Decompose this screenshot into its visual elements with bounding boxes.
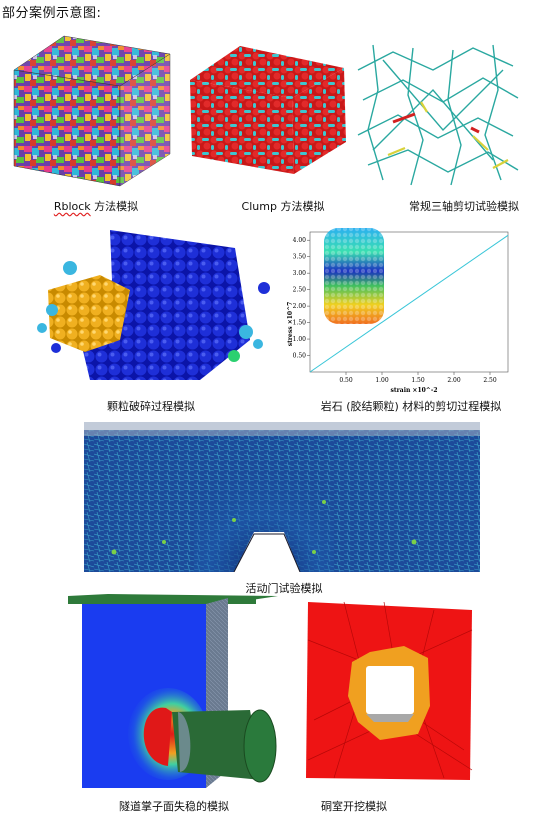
x-tick-label: 0.50 <box>339 377 353 384</box>
rock-shear-chart: 0.50 1.00 1.50 2.00 2.50 0.50 1.00 1.50 2.00 2.50… <box>282 226 512 396</box>
rblock-figure <box>4 26 176 188</box>
caption-triaxial: 常规三轴剪切试验模拟 <box>409 200 519 213</box>
x-axis-label: strain ×10^-2 <box>391 387 438 394</box>
page-heading: 部分案例示意图: <box>2 6 102 21</box>
stress-strain-chart: 0.50 1.00 1.50 2.00 2.50 0.50 1.00 1.50 2.00 2.50… <box>287 228 509 394</box>
y-tick-label: 0.50 <box>293 353 307 360</box>
caption-crushing: 颗粒破碎过程模拟 <box>107 400 195 413</box>
x-tick-label: 1.50 <box>411 377 425 384</box>
caption-trapdoor: 活动门试验模拟 <box>245 582 323 595</box>
y-tick-label: 2.50 <box>293 287 307 294</box>
caption-tunnel-face: 隧道掌子面失稳的模拟 <box>119 800 229 813</box>
plot-frame <box>309 231 509 373</box>
caption-rock-shear: 岩石 (胶结颗粒) 材料的剪切过程模拟 <box>320 400 502 413</box>
series-line <box>309 234 509 373</box>
y-axis-label: stress ×10^7 <box>287 302 294 347</box>
y-tick-label: 4.00 <box>293 237 307 244</box>
y-tick-label: 1.00 <box>293 336 307 343</box>
x-tick-label: 2.00 <box>447 377 461 384</box>
x-tick-label: 1.00 <box>375 377 389 384</box>
trapdoor-figure <box>84 422 480 572</box>
x-tick-label: 2.50 <box>483 377 497 384</box>
chamber-figure <box>304 600 476 784</box>
y-tick-label: 2.00 <box>293 303 307 310</box>
tunnel-lining <box>172 709 277 783</box>
tunnel-face-figure <box>68 594 290 792</box>
caption-clump: Clump 方法模拟 <box>241 200 325 213</box>
caption-rblock: Rblock 方法模拟 <box>53 200 139 213</box>
y-tick-label: 3.50 <box>293 254 307 261</box>
y-tick-label: 3.00 <box>293 270 307 277</box>
triaxial-figure <box>353 40 523 188</box>
rock-specimen <box>324 228 384 324</box>
clump-figure <box>182 38 350 176</box>
y-tick-label: 1.50 <box>293 320 307 327</box>
crushing-figure <box>30 220 274 386</box>
caption-chamber: 硐室开挖模拟 <box>321 800 387 813</box>
